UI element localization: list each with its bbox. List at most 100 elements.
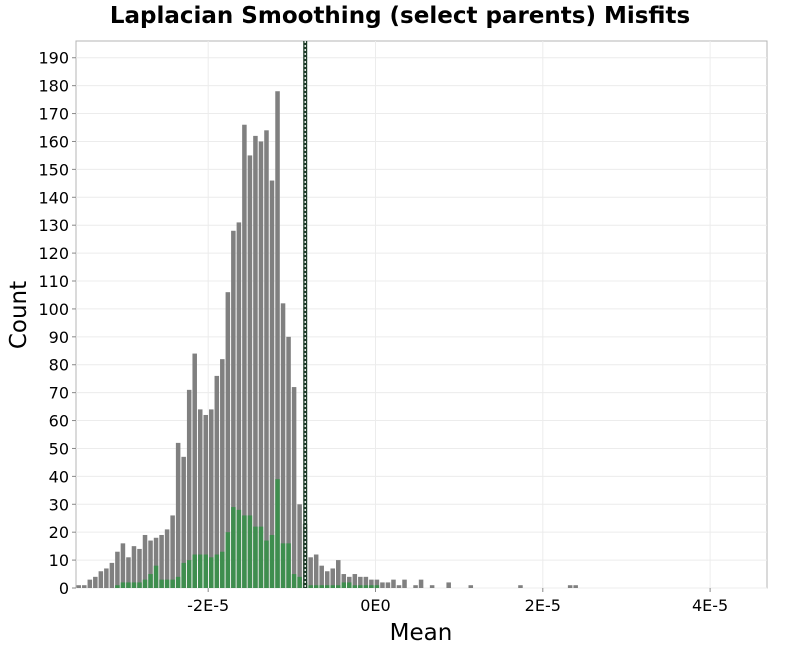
histogram-bar: [120, 543, 126, 588]
histogram-bar: [319, 585, 324, 588]
histogram-bar: [391, 579, 396, 588]
y-tick-label: 170: [38, 105, 69, 124]
histogram-bar: [242, 515, 247, 588]
histogram-bar: [225, 292, 231, 588]
histogram-bar: [175, 576, 181, 588]
histogram-bar: [159, 534, 164, 588]
x-tick-label: 0E0: [360, 596, 390, 615]
histogram-bar: [308, 585, 313, 588]
histogram-bar: [363, 576, 369, 588]
y-tick-label: 0: [59, 579, 69, 598]
histogram-bar: [236, 509, 242, 588]
histogram-bar: [175, 442, 181, 588]
histogram-bar: [347, 576, 352, 588]
histogram-bar: [109, 562, 115, 588]
histogram-bar: [347, 582, 352, 588]
histogram-bar: [324, 585, 330, 588]
histogram-bar: [336, 585, 341, 588]
histogram-bar: [418, 579, 424, 588]
histogram-bar: [137, 582, 142, 588]
histogram-bar: [567, 585, 573, 588]
y-tick-label: 190: [38, 49, 69, 68]
x-tick-label: 2E-5: [525, 596, 561, 615]
histogram-bar: [197, 409, 203, 588]
histogram-bar: [286, 543, 291, 588]
histogram-bar: [297, 504, 302, 588]
y-tick-label: 160: [38, 132, 69, 151]
histogram-bar: [446, 582, 451, 588]
histogram-bar: [181, 562, 186, 588]
y-tick-label: 120: [38, 244, 69, 263]
histogram-bar: [203, 554, 209, 588]
histogram-bar: [82, 585, 87, 588]
histogram-bar: [247, 155, 253, 588]
histogram-bar: [142, 534, 148, 588]
histogram-bar: [164, 529, 170, 588]
histogram-bar: [192, 353, 197, 588]
y-tick-label: 90: [49, 328, 69, 347]
histogram-bar: [336, 560, 341, 588]
y-tick-label: 40: [49, 467, 69, 486]
histogram-bar: [131, 546, 137, 588]
histogram-bar: [286, 336, 291, 588]
histogram-bar: [385, 582, 391, 588]
histogram-bar: [358, 585, 363, 588]
histogram-bar: [93, 576, 98, 588]
y-tick-label: 70: [49, 384, 69, 403]
histogram-bar: [76, 585, 82, 588]
histogram-bar: [131, 582, 137, 588]
histogram-bar: [104, 568, 109, 588]
histogram-bar: [214, 375, 220, 588]
histogram-bar: [573, 585, 578, 588]
histogram-bar: [203, 414, 209, 588]
histogram-bar: [126, 582, 131, 588]
histogram-bar: [214, 554, 220, 588]
histogram-bar: [363, 585, 369, 588]
histogram-bar: [247, 515, 253, 588]
histogram-bar: [258, 141, 264, 588]
series-selected-bars: [115, 479, 380, 588]
histogram-bar: [330, 568, 336, 588]
histogram-bar: [264, 130, 269, 588]
y-tick-label: 50: [49, 439, 69, 458]
histogram-bar: [142, 579, 148, 588]
histogram-bar: [181, 456, 186, 588]
histogram-bar: [413, 585, 418, 588]
histogram-bar: [313, 554, 319, 588]
y-tick-label: 110: [38, 272, 69, 291]
histogram-bar: [275, 91, 280, 589]
histogram-bar: [374, 585, 380, 588]
histogram-bar: [236, 222, 242, 588]
histogram-bar: [518, 585, 523, 588]
histogram-bar: [115, 551, 120, 588]
histogram-bar: [159, 579, 164, 588]
histogram-bar: [242, 124, 247, 588]
histogram-bar: [352, 585, 358, 588]
histogram-bar: [170, 579, 175, 588]
histogram-bar: [429, 585, 435, 588]
histogram-bar: [291, 574, 297, 588]
series-total-bars: [76, 91, 578, 589]
y-tick-label: 20: [49, 523, 69, 542]
histogram-bar: [324, 571, 330, 588]
histogram-bar: [369, 579, 374, 588]
histogram-bar: [148, 574, 153, 588]
histogram-bar: [225, 532, 231, 588]
histogram-bar: [275, 479, 280, 588]
histogram-bar: [98, 571, 104, 588]
histogram-bar: [253, 135, 258, 588]
histogram-bar: [269, 180, 275, 588]
histogram-bar: [341, 582, 347, 588]
y-tick-label: 30: [49, 495, 69, 514]
histogram-bar: [374, 579, 380, 588]
histogram-bar: [209, 557, 214, 588]
histogram-bar: [369, 585, 374, 588]
histogram-bar: [164, 579, 170, 588]
histogram-bar: [220, 359, 225, 588]
histogram-bar: [220, 551, 225, 588]
histogram-bar: [313, 585, 319, 588]
histogram-bar: [308, 557, 313, 588]
histogram-bar: [209, 409, 214, 588]
histogram-bar: [258, 526, 264, 588]
